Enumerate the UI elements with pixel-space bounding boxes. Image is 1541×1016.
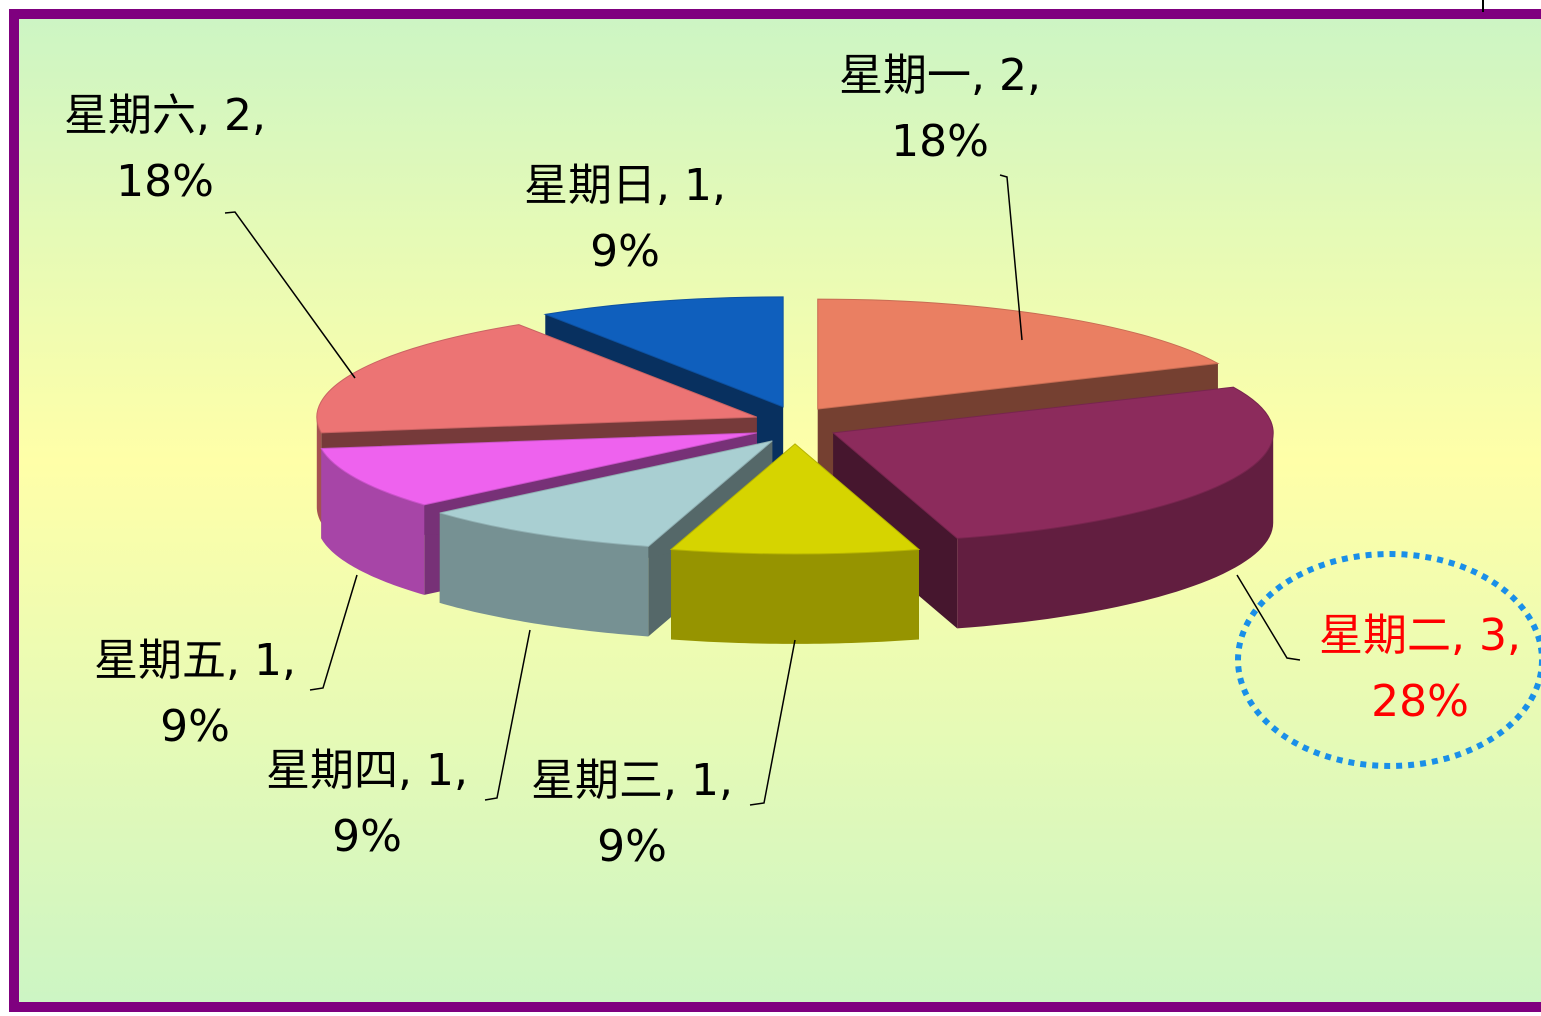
data-label-line: 星期一, 2, [839,50,1041,101]
data-label-line: 星期六, 2, [64,90,266,141]
slice-top [316,324,757,434]
leader-line [224,211,356,379]
slice-side [671,549,919,644]
highlight-ring [1235,551,1541,769]
data-label-line: 星期三, 1, [531,755,733,806]
data-label-line: 28% [1371,676,1469,727]
data-label-line: 9% [332,811,402,862]
data-label: 星期二, 3, 28% [1319,610,1521,727]
data-label-line: 18% [891,116,989,167]
leader-line [999,174,1023,341]
data-label-line: 星期日, 1, [524,160,726,211]
slice-top [439,440,773,547]
slice [832,386,1274,629]
data-label: 星期三, 1, 9% [531,755,733,872]
slice-top [320,432,757,506]
slice-top [832,386,1274,539]
slice-top [669,443,921,555]
data-label: 星期四, 1, 9% [266,745,468,862]
slice-side [316,417,322,523]
slice [669,443,921,644]
data-label-line: 星期二, 3, [1319,610,1521,661]
data-label-line: 9% [160,701,230,752]
slice-top [817,298,1220,410]
data-label-line: 星期四, 1, [266,745,468,796]
data-label: 星期五, 1, 9% [94,635,296,752]
pie [316,296,1274,644]
leader-line [749,639,796,806]
slice-top [543,296,784,408]
data-label-line: 18% [116,156,214,207]
data-label-line: 星期五, 1, [94,635,296,686]
slice-side [439,512,649,637]
leader-line [484,629,531,801]
data-label-line: 9% [590,226,660,277]
labels: 星期一, 2, 18%星期二, 3, 28%星期三, 1, 9%星期四, 1, 9%星期… [64,50,1521,872]
leader-line [1236,574,1301,661]
data-label: 星期六, 2, 18% [64,90,266,207]
data-label: 星期日, 1, 9% [524,160,726,277]
leader-line [309,574,358,691]
slice-side [321,448,425,595]
data-label: 星期一, 2, 18% [839,50,1041,167]
slice-side [957,432,1274,629]
data-label-line: 9% [597,821,667,872]
